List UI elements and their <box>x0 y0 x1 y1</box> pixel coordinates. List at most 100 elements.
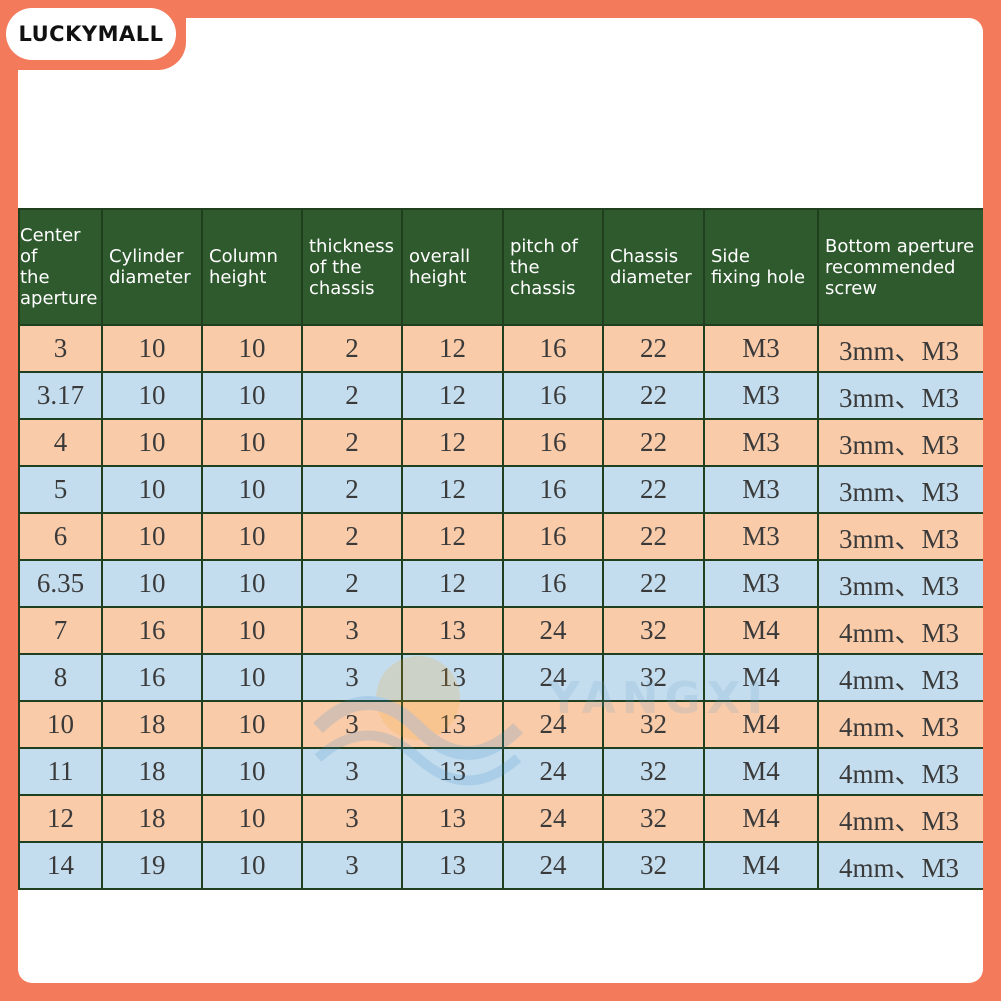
table-cell: 3 <box>301 606 403 655</box>
table-cell: 10 <box>201 465 303 514</box>
table-cell: M3 <box>703 465 819 514</box>
table-cell: 12 <box>18 794 103 843</box>
table-cell: 3mm、M3 <box>817 371 983 420</box>
spec-table-wrapper: Center of the aperture Cylinder diameter… <box>18 208 983 890</box>
table-cell: 22 <box>602 324 705 373</box>
table-cell: 3.17 <box>18 371 103 420</box>
table-cell: 4 <box>18 418 103 467</box>
table-cell: 10 <box>101 324 203 373</box>
table-cell: M3 <box>703 371 819 420</box>
table-cell: 4mm、M3 <box>817 653 983 702</box>
table-cell: 3 <box>301 794 403 843</box>
table-cell: 12 <box>401 512 504 561</box>
table-cell: 16 <box>101 653 203 702</box>
table-cell: 13 <box>401 841 504 890</box>
table-cell: 3 <box>301 653 403 702</box>
table-cell: M3 <box>703 324 819 373</box>
table-cell: 13 <box>401 653 504 702</box>
table-cell: 10 <box>201 324 303 373</box>
table-cell: 2 <box>301 324 403 373</box>
header-chassis-pitch: pitch of the chassis <box>502 208 604 326</box>
table-cell: 6.35 <box>18 559 103 608</box>
header-bottom-screw: Bottom aperture recommended screw <box>817 208 983 326</box>
brand-badge: LUCKYMALL <box>0 0 186 70</box>
table-row: 3.17 10 10 2 12 16 22 M3 3mm、M3 <box>18 371 983 420</box>
header-aperture-center: Center of the aperture <box>18 208 103 326</box>
table-cell: 16 <box>502 324 604 373</box>
table-cell: 2 <box>301 418 403 467</box>
table-cell: 2 <box>301 512 403 561</box>
table-row: 3 10 10 2 12 16 22 M3 3mm、M3 <box>18 324 983 373</box>
table-cell: 2 <box>301 371 403 420</box>
table-cell: 3 <box>18 324 103 373</box>
table-cell: M3 <box>703 512 819 561</box>
table-cell: 24 <box>502 794 604 843</box>
table-cell: 22 <box>602 371 705 420</box>
table-row: 5 10 10 2 12 16 22 M3 3mm、M3 <box>18 465 983 514</box>
brand-logo: LUCKYMALL <box>6 8 176 60</box>
table-cell: 3 <box>301 841 403 890</box>
table-cell: 3 <box>301 700 403 749</box>
table-cell: 24 <box>502 841 604 890</box>
table-cell: M4 <box>703 606 819 655</box>
table-cell: 24 <box>502 653 604 702</box>
table-cell: 10 <box>201 559 303 608</box>
table-cell: 6 <box>18 512 103 561</box>
table-cell: 13 <box>401 794 504 843</box>
table-cell: 10 <box>101 465 203 514</box>
table-cell: M3 <box>703 418 819 467</box>
table-row: 4 10 10 2 12 16 22 M3 3mm、M3 <box>18 418 983 467</box>
header-side-fixing-hole: Side fixing hole <box>703 208 819 326</box>
table-cell: 3mm、M3 <box>817 465 983 514</box>
table-row: 6.35 10 10 2 12 16 22 M3 3mm、M3 <box>18 559 983 608</box>
table-cell: 32 <box>602 747 705 796</box>
table-cell: 3mm、M3 <box>817 324 983 373</box>
table-cell: 2 <box>301 559 403 608</box>
table-row: 12 18 10 3 13 24 32 M4 4mm、M3 <box>18 794 983 843</box>
header-cylinder-diameter: Cylinder diameter <box>101 208 203 326</box>
table-cell: 10 <box>201 512 303 561</box>
header-chassis-thickness: thickness of the chassis <box>301 208 403 326</box>
table-cell: 32 <box>602 700 705 749</box>
table-cell: 10 <box>101 418 203 467</box>
table-cell: 32 <box>602 794 705 843</box>
table-cell: 10 <box>201 606 303 655</box>
table-cell: M4 <box>703 794 819 843</box>
table-cell: M4 <box>703 700 819 749</box>
table-cell: M4 <box>703 841 819 890</box>
table-cell: 24 <box>502 606 604 655</box>
table-cell: 10 <box>201 700 303 749</box>
table-row: 14 19 10 3 13 24 32 M4 4mm、M3 <box>18 841 983 890</box>
table-cell: 10 <box>201 371 303 420</box>
table-cell: M4 <box>703 747 819 796</box>
table-cell: 18 <box>101 794 203 843</box>
header-chassis-diameter: Chassis diameter <box>602 208 705 326</box>
table-cell: 10 <box>101 559 203 608</box>
table-cell: 16 <box>502 418 604 467</box>
table-cell: 4mm、M3 <box>817 700 983 749</box>
table-row: 7 16 10 3 13 24 32 M4 4mm、M3 <box>18 606 983 655</box>
header-column-height: Column height <box>201 208 303 326</box>
table-cell: 10 <box>101 512 203 561</box>
page-canvas: Center of the aperture Cylinder diameter… <box>18 18 983 983</box>
table-cell: 18 <box>101 700 203 749</box>
table-cell: 14 <box>18 841 103 890</box>
table-cell: 10 <box>101 371 203 420</box>
table-cell: 12 <box>401 418 504 467</box>
table-cell: 32 <box>602 653 705 702</box>
table-cell: 7 <box>18 606 103 655</box>
table-cell: 10 <box>201 794 303 843</box>
table-cell: 18 <box>101 747 203 796</box>
table-cell: 3mm、M3 <box>817 512 983 561</box>
table-cell: 16 <box>502 559 604 608</box>
table-cell: 16 <box>101 606 203 655</box>
table-cell: 12 <box>401 465 504 514</box>
table-cell: 10 <box>201 418 303 467</box>
table-cell: 22 <box>602 512 705 561</box>
table-cell: 10 <box>201 653 303 702</box>
table-cell: 19 <box>101 841 203 890</box>
table-cell: M3 <box>703 559 819 608</box>
table-cell: 22 <box>602 418 705 467</box>
table-row: 10 18 10 3 13 24 32 M4 4mm、M3 <box>18 700 983 749</box>
table-cell: 32 <box>602 841 705 890</box>
